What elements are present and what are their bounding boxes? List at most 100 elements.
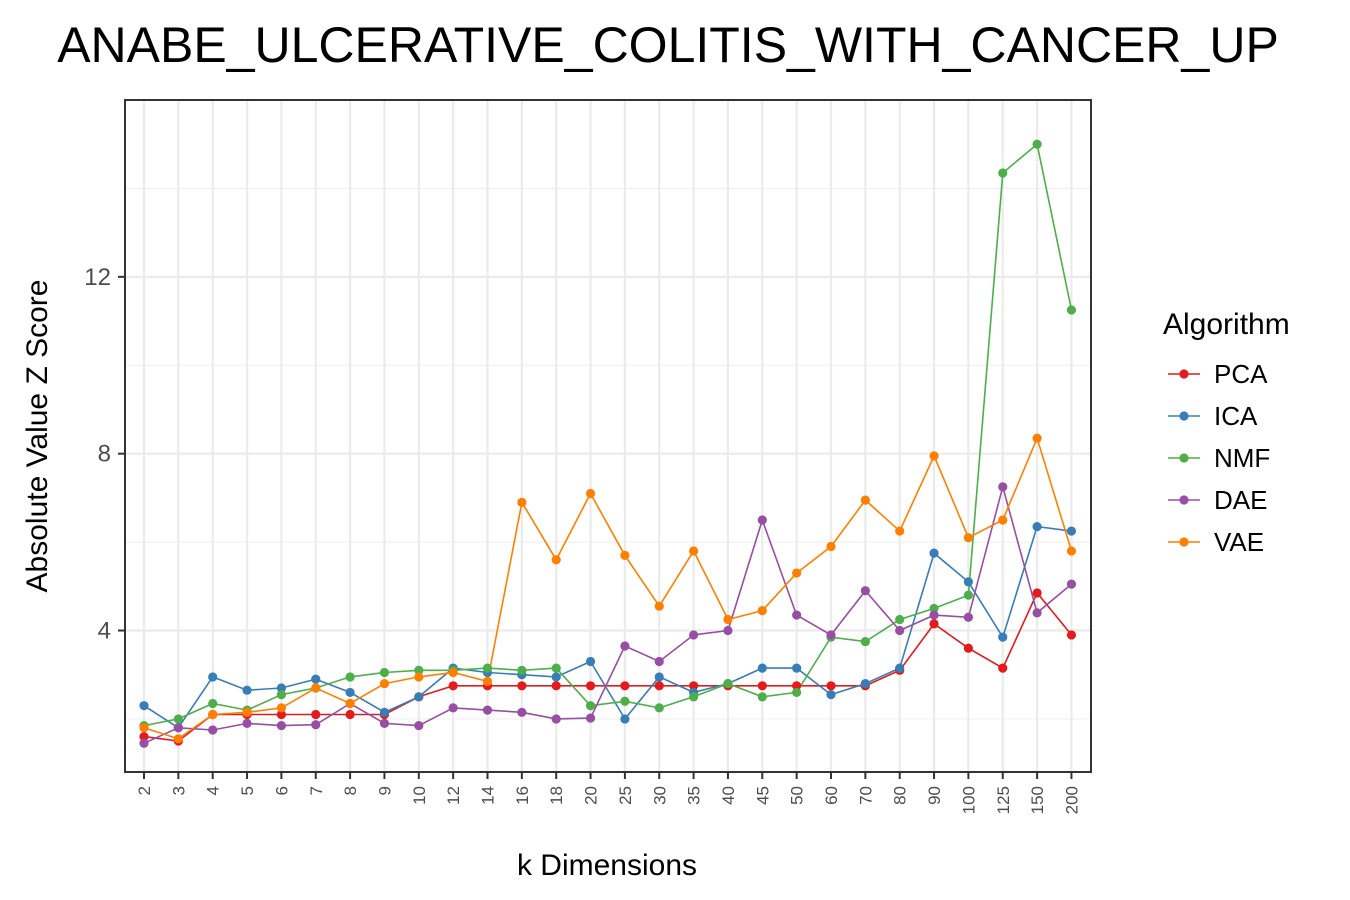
data-point-nmf	[895, 614, 905, 625]
data-point-dae	[414, 720, 424, 731]
data-point-dae	[551, 714, 561, 724]
legend-key-point-dae	[1179, 495, 1189, 505]
data-point-vae	[998, 515, 1008, 525]
data-point-nmf	[1066, 305, 1077, 315]
data-point-ica	[792, 663, 802, 673]
data-point-ica	[1032, 522, 1042, 532]
data-point-ica	[551, 672, 561, 682]
data-point-dae	[448, 703, 458, 713]
data-point-dae	[208, 725, 218, 735]
data-point-nmf	[585, 701, 596, 711]
data-point-ica	[998, 632, 1008, 642]
chart-title: ANABE_ULCERATIVE_COLITIS_WITH_CANCER_UP	[57, 17, 1279, 73]
data-point-ica	[311, 674, 321, 684]
data-point-nmf	[929, 603, 939, 614]
data-point-ica	[963, 577, 974, 587]
data-point-dae	[826, 630, 836, 640]
x-tick-label: 125	[994, 786, 1013, 814]
data-point-ica	[620, 714, 630, 724]
x-tick-label: 10	[410, 786, 429, 805]
y-tick-label: 4	[98, 618, 111, 645]
series-line-pca	[143, 591, 1073, 742]
grid-minor	[125, 187, 1091, 720]
data-point-ica	[276, 683, 286, 693]
data-point-vae	[792, 568, 802, 578]
x-tick-label: 45	[753, 786, 772, 805]
data-point-nmf	[345, 672, 355, 682]
data-point-pca	[963, 643, 974, 653]
legend-label-ica: ICA	[1214, 401, 1258, 431]
data-point-nmf	[860, 636, 870, 647]
data-point-pca	[139, 732, 149, 742]
data-point-nmf	[517, 665, 527, 675]
data-point-ica	[1066, 526, 1077, 536]
data-point-vae	[654, 601, 664, 611]
legend: Algorithm PCA ICA NMF DAE VAE	[1163, 308, 1290, 557]
x-tick-label: 70	[856, 786, 875, 805]
data-point-pca	[654, 681, 664, 691]
x-tick-label: 20	[582, 786, 601, 805]
x-tick-label: 25	[616, 786, 635, 805]
data-point-nmf	[723, 678, 733, 689]
data-point-nmf	[276, 690, 286, 700]
series-line-dae	[143, 483, 1073, 745]
data-point-nmf	[1032, 139, 1042, 149]
data-point-pca	[929, 619, 939, 629]
data-point-nmf	[208, 698, 218, 709]
data-point-nmf	[379, 667, 390, 678]
x-axis-title: k Dimensions	[517, 849, 697, 882]
x-axis: 2 3 4 5 6 7 8 9 10 12 14 16 18 20 25 30 35 40 45 50 60 70 80 90…	[135, 772, 1081, 814]
data-point-vae	[723, 614, 733, 625]
data-point-ica	[139, 701, 149, 711]
data-point-vae	[139, 723, 149, 733]
data-point-vae	[860, 495, 870, 505]
data-point-dae	[757, 515, 767, 525]
data-point-vae	[414, 672, 424, 682]
data-point-pca	[792, 681, 802, 691]
data-point-nmf	[757, 692, 767, 702]
data-point-dae	[895, 625, 905, 636]
data-point-nmf	[792, 687, 802, 698]
data-point-dae	[139, 738, 149, 748]
data-point-pca	[311, 709, 321, 720]
x-tick-label: 4	[204, 786, 223, 795]
data-point-nmf	[482, 663, 493, 673]
data-point-ica	[929, 548, 939, 558]
x-tick-label: 80	[891, 786, 910, 805]
data-point-pca	[1032, 588, 1042, 598]
legend-label-pca: PCA	[1214, 359, 1268, 389]
data-point-dae	[482, 705, 493, 715]
data-point-ica	[585, 656, 596, 667]
data-point-dae	[620, 641, 630, 651]
data-point-pca	[517, 681, 527, 691]
data-point-vae	[517, 497, 527, 507]
data-point-dae	[379, 718, 390, 728]
panel-border	[124, 99, 1092, 773]
data-point-dae	[276, 720, 286, 731]
data-point-vae	[826, 541, 836, 552]
data-point-ica	[654, 672, 664, 682]
data-point-ica	[895, 663, 905, 673]
data-point-dae	[860, 586, 870, 596]
data-point-vae	[689, 546, 699, 556]
data-point-dae	[242, 718, 252, 728]
data-point-dae	[792, 610, 802, 620]
data-point-dae	[311, 720, 321, 730]
legend-label-dae: DAE	[1214, 485, 1267, 515]
data-point-ica	[345, 687, 355, 698]
x-tick-label: 18	[547, 786, 566, 805]
data-point-nmf	[998, 168, 1008, 178]
data-point-vae	[482, 676, 493, 686]
data-point-ica	[860, 678, 870, 689]
x-tick-label: 5	[238, 786, 257, 795]
data-point-ica	[379, 707, 390, 717]
legend-key-point-vae	[1179, 537, 1189, 547]
data-point-pca	[551, 681, 561, 691]
data-point-pca	[757, 681, 767, 691]
data-point-nmf	[620, 696, 630, 706]
data-point-pca	[689, 681, 699, 691]
data-point-nmf	[689, 692, 699, 702]
data-point-dae	[173, 723, 183, 733]
data-point-pca	[826, 681, 836, 691]
